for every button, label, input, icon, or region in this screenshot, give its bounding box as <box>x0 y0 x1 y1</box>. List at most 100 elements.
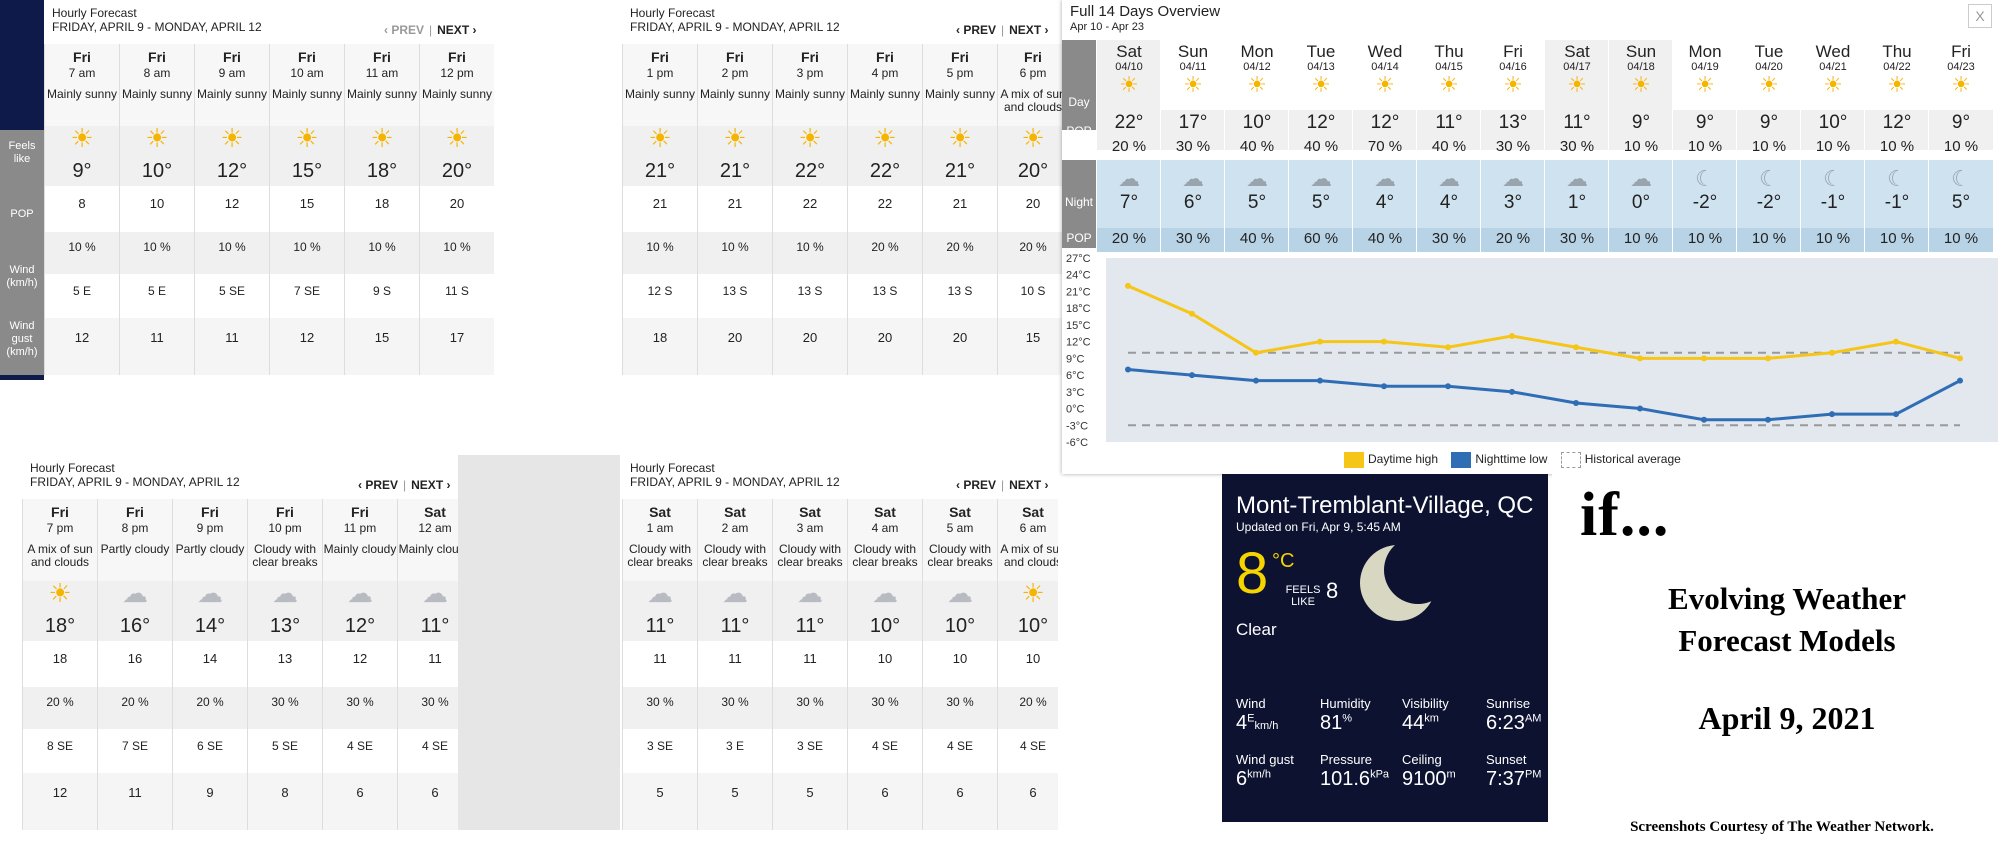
hour-wind: 13 S <box>947 284 973 298</box>
day-name: Thu <box>1882 42 1912 61</box>
hour-day: Fri <box>448 49 466 65</box>
hour-condition: Cloudy with clear breaks <box>927 542 993 569</box>
hour-gust: 9 <box>206 785 214 800</box>
day-name: Mon <box>1688 42 1722 61</box>
row-labels: Feels like POP Wind (km/h) Wind gust (km… <box>0 130 44 375</box>
day-pop: 10 % <box>1687 138 1723 155</box>
panel-date-range: FRIDAY, APRIL 9 - MONDAY, APRIL 12 <box>630 20 840 34</box>
day-name: Fri <box>1951 42 1971 61</box>
sun-icon: ☀ <box>1247 72 1267 97</box>
hourly-panel-3: Hourly Forecast FRIDAY, APRIL 9 - MONDAY… <box>22 455 458 830</box>
y-tick-label: -3°C <box>1066 420 1088 432</box>
day-date: 04/11 <box>1179 61 1207 73</box>
day-date: 04/13 <box>1307 61 1335 73</box>
day-name: Mon <box>1240 42 1274 61</box>
hour-wind: 4 SE <box>346 739 373 753</box>
hour-temperature: 20° <box>1017 160 1049 182</box>
hour-feels-like: 10 <box>1025 651 1041 666</box>
overview-day-column: Fri 04/23 ☀ 9° 10 % ☾ 5° 10 % <box>1928 40 1993 252</box>
sun-icon: ☀ <box>445 123 469 153</box>
legend-swatch <box>1451 452 1472 468</box>
row-band <box>120 318 194 375</box>
hour-pop: 10 % <box>143 240 171 254</box>
row-band <box>998 274 1062 318</box>
close-button[interactable]: X <box>1968 4 1992 28</box>
night-icon: ☁ <box>1246 166 1268 191</box>
next-link[interactable]: NEXT › <box>411 478 451 492</box>
next-link[interactable]: NEXT › <box>1009 478 1049 492</box>
humidity-unit: % <box>1342 712 1353 725</box>
row-band <box>848 232 922 274</box>
day-high: 12° <box>1882 112 1912 133</box>
row-band <box>698 687 772 729</box>
daytime-high-point <box>1125 282 1131 289</box>
row-band <box>45 126 119 186</box>
hour-condition: Cloudy with clear breaks <box>252 542 318 569</box>
sun-icon: ☀ <box>723 123 747 153</box>
row-band <box>195 44 269 126</box>
hour-temperature: 22° <box>794 160 826 182</box>
nighttime-low-point <box>1253 377 1259 384</box>
night-low: 5° <box>1951 192 1971 213</box>
next-link[interactable]: NEXT › <box>437 23 477 37</box>
hour-time: 11 pm <box>343 521 377 535</box>
nighttime-low-point <box>1509 388 1515 395</box>
day-date: 04/12 <box>1243 61 1271 73</box>
moon-icon <box>1360 545 1436 621</box>
day-pop: 40 % <box>1303 138 1339 155</box>
hour-gust: 20 <box>727 330 743 345</box>
night-icon: ☾ <box>1759 166 1779 191</box>
day-pop: 30 % <box>1559 138 1595 155</box>
row-band <box>623 641 697 687</box>
temperature-chart: 27°C 24°C 21°C 18°C 15°C 12°C 9°C 6°C 3°C 0°C -3°C… <box>1066 253 1998 449</box>
row-band <box>773 499 847 581</box>
hour-feels-like: 20 <box>1025 196 1041 211</box>
wind-speed: 4 <box>1236 712 1248 734</box>
nighttime-low-point <box>1829 411 1835 418</box>
row-band <box>173 641 247 687</box>
row-band <box>420 274 494 318</box>
hour-feels-like: 11 <box>428 651 442 666</box>
hour-condition: Mainly sunny <box>271 87 343 101</box>
hour-wind: 5 E <box>72 284 91 298</box>
overview-day-column: Tue 04/13 ☀ 12° 40 % ☁ 5° 60 % <box>1288 40 1353 252</box>
hour-pop: 30 % <box>871 695 899 709</box>
gust-label: Wind gust <box>1236 752 1294 767</box>
row-band <box>773 773 847 830</box>
pager-separator: | <box>403 478 407 492</box>
row-band <box>848 186 922 232</box>
row-band <box>998 44 1062 126</box>
hour-temperature: 9° <box>72 160 92 182</box>
nighttime-low-point <box>1125 366 1131 373</box>
row-band <box>345 232 419 274</box>
row-band <box>98 581 172 641</box>
label-night-pop: POP <box>1062 228 1096 248</box>
hour-gust: 5 <box>731 785 739 800</box>
hour-wind: 4 SE <box>946 739 973 753</box>
night-pop: 10 % <box>1623 230 1659 247</box>
day-high: 17° <box>1178 112 1208 133</box>
night-pop: 10 % <box>1815 230 1851 247</box>
hour-time: 9 am <box>218 66 246 80</box>
daytime-high-point <box>1573 344 1579 351</box>
overview-day-column: Sat 04/17 ☀ 11° 30 % ☁ 1° 30 % <box>1544 40 1609 252</box>
day-pop: 40 % <box>1239 138 1275 155</box>
prev-link[interactable]: ‹ PREV <box>358 478 399 492</box>
hour-time: 8 am <box>143 66 171 80</box>
sun-cloud-icon: ☀ <box>48 578 72 608</box>
hour-temperature: 11° <box>420 615 450 637</box>
hour-time: 7 pm <box>46 521 74 535</box>
day-date: 04/14 <box>1371 61 1399 73</box>
hour-condition: Cloudy with clear breaks <box>852 542 918 569</box>
prev-link[interactable]: ‹ PREV <box>956 23 997 37</box>
hour-condition: Mainly sunny <box>699 87 771 101</box>
prev-link[interactable]: ‹ PREV <box>956 478 997 492</box>
hour-feels-like: 10 <box>877 651 893 666</box>
day-pop: 10 % <box>1751 138 1787 155</box>
prev-link[interactable]: ‹ PREV <box>384 23 425 37</box>
row-band <box>323 499 397 581</box>
hour-gust: 12 <box>52 785 68 800</box>
next-link[interactable]: NEXT › <box>1009 23 1049 37</box>
y-tick-label: 9°C <box>1066 353 1085 365</box>
day-pop: 20 % <box>1111 138 1147 155</box>
